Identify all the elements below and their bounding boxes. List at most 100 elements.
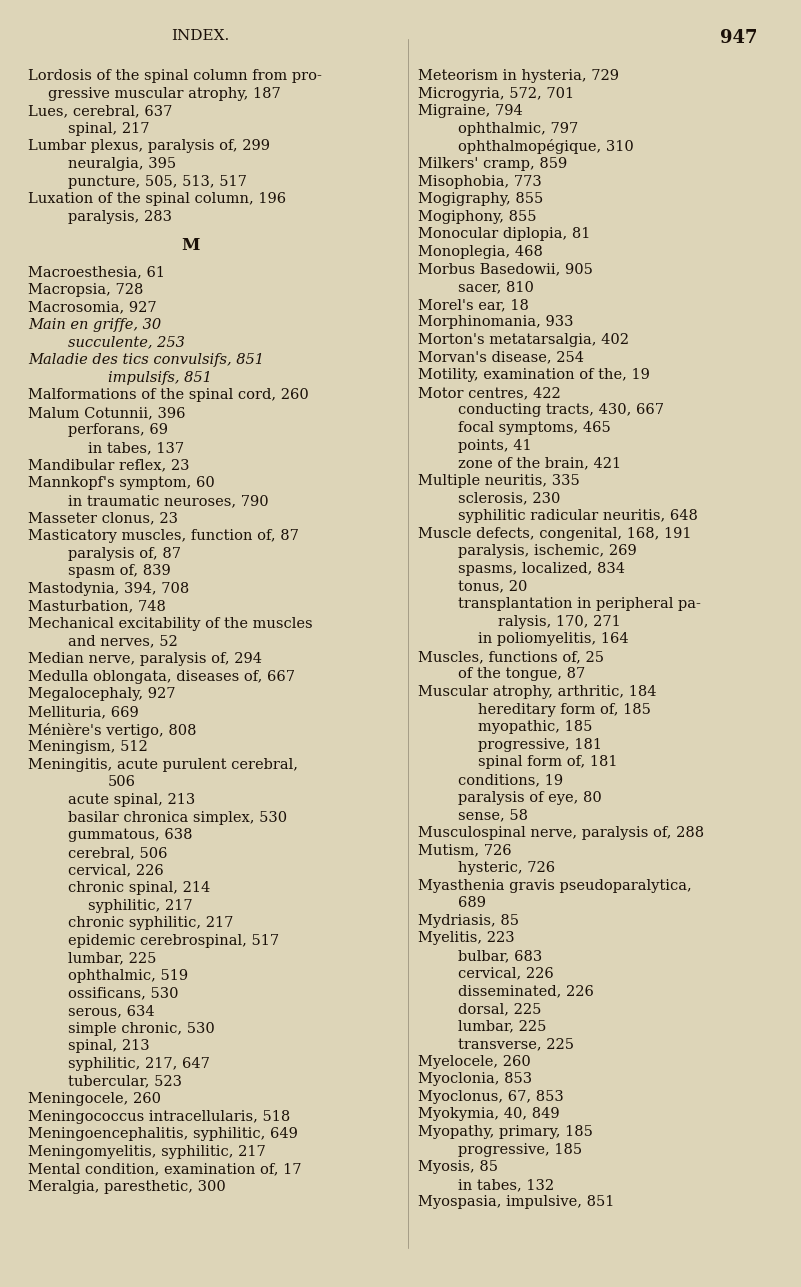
Text: 947: 947	[720, 30, 758, 48]
Text: gummatous, 638: gummatous, 638	[68, 829, 192, 842]
Text: Myasthenia gravis pseudoparalytica,: Myasthenia gravis pseudoparalytica,	[418, 879, 692, 893]
Text: lumbar, 225: lumbar, 225	[68, 951, 156, 965]
Text: Morvan's disease, 254: Morvan's disease, 254	[418, 350, 584, 364]
Text: Morbus Basedowii, 905: Morbus Basedowii, 905	[418, 263, 593, 277]
Text: Lordosis of the spinal column from pro-: Lordosis of the spinal column from pro-	[28, 69, 322, 82]
Text: Mannkopf's symptom, 60: Mannkopf's symptom, 60	[28, 476, 215, 490]
Text: syphilitic radicular neuritis, 648: syphilitic radicular neuritis, 648	[458, 508, 698, 523]
Text: M: M	[181, 237, 199, 255]
Text: Myelitis, 223: Myelitis, 223	[418, 932, 514, 946]
Text: Lumbar plexus, paralysis of, 299: Lumbar plexus, paralysis of, 299	[28, 139, 270, 153]
Text: basilar chronica simplex, 530: basilar chronica simplex, 530	[68, 811, 287, 825]
Text: gressive muscular atrophy, 187: gressive muscular atrophy, 187	[48, 86, 280, 100]
Text: myopathic, 185: myopathic, 185	[478, 721, 593, 734]
Text: puncture, 505, 513, 517: puncture, 505, 513, 517	[68, 175, 247, 189]
Text: Masticatory muscles, function of, 87: Masticatory muscles, function of, 87	[28, 529, 299, 543]
Text: Main en griffe, 30: Main en griffe, 30	[28, 318, 161, 332]
Text: epidemic cerebrospinal, 517: epidemic cerebrospinal, 517	[68, 934, 279, 947]
Text: tonus, 20: tonus, 20	[458, 579, 527, 593]
Text: ophthalmopégique, 310: ophthalmopégique, 310	[458, 139, 634, 154]
Text: perforans, 69: perforans, 69	[68, 423, 168, 438]
Text: in poliomyelitis, 164: in poliomyelitis, 164	[478, 632, 629, 646]
Text: Monoplegia, 468: Monoplegia, 468	[418, 245, 543, 259]
Text: Meningococcus intracellularis, 518: Meningococcus intracellularis, 518	[28, 1109, 290, 1124]
Text: syphilitic, 217, 647: syphilitic, 217, 647	[68, 1057, 210, 1071]
Text: impulsifs, 851: impulsifs, 851	[108, 371, 212, 385]
Text: points, 41: points, 41	[458, 439, 532, 453]
Text: Myopathy, primary, 185: Myopathy, primary, 185	[418, 1125, 593, 1139]
Text: Masturbation, 748: Masturbation, 748	[28, 600, 166, 614]
Text: 506: 506	[108, 775, 136, 789]
Text: sense, 58: sense, 58	[458, 808, 528, 822]
Text: bulbar, 683: bulbar, 683	[458, 949, 542, 963]
Text: disseminated, 226: disseminated, 226	[458, 985, 594, 999]
Text: Lues, cerebral, 637: Lues, cerebral, 637	[28, 104, 172, 118]
Text: Macroesthesia, 61: Macroesthesia, 61	[28, 265, 165, 279]
Text: Motility, examination of the, 19: Motility, examination of the, 19	[418, 368, 650, 382]
Text: paralysis, 283: paralysis, 283	[68, 210, 172, 224]
Text: hysteric, 726: hysteric, 726	[458, 861, 555, 875]
Text: succulente, 253: succulente, 253	[68, 336, 185, 349]
Text: Muscular atrophy, arthritic, 184: Muscular atrophy, arthritic, 184	[418, 685, 657, 699]
Text: Misophobia, 773: Misophobia, 773	[418, 175, 541, 189]
Text: spasm of, 839: spasm of, 839	[68, 564, 171, 578]
Text: in tabes, 137: in tabes, 137	[88, 441, 184, 456]
Text: Maladie des tics convulsifs, 851: Maladie des tics convulsifs, 851	[28, 353, 264, 367]
Text: cervical, 226: cervical, 226	[68, 864, 163, 878]
Text: Myelocele, 260: Myelocele, 260	[418, 1054, 531, 1068]
Text: spinal form of, 181: spinal form of, 181	[478, 755, 618, 770]
Text: transverse, 225: transverse, 225	[458, 1037, 574, 1051]
Text: Monocular diplopia, 81: Monocular diplopia, 81	[418, 228, 590, 242]
Text: Morphinomania, 933: Morphinomania, 933	[418, 315, 574, 329]
Text: Malum Cotunnii, 396: Malum Cotunnii, 396	[28, 405, 186, 420]
Text: ophthalmic, 797: ophthalmic, 797	[458, 122, 578, 136]
Text: in tabes, 132: in tabes, 132	[458, 1178, 554, 1192]
Text: Mechanical excitability of the muscles: Mechanical excitability of the muscles	[28, 616, 312, 631]
Text: paralysis of eye, 80: paralysis of eye, 80	[458, 790, 602, 804]
Text: Macrosomia, 927: Macrosomia, 927	[28, 300, 157, 314]
Text: Mastodynia, 394, 708: Mastodynia, 394, 708	[28, 582, 189, 596]
Text: of the tongue, 87: of the tongue, 87	[458, 668, 586, 681]
Text: paralysis of, 87: paralysis of, 87	[68, 547, 181, 561]
Text: spinal, 213: spinal, 213	[68, 1040, 150, 1053]
Text: transplantation in peripheral pa-: transplantation in peripheral pa-	[458, 597, 701, 611]
Text: Meningism, 512: Meningism, 512	[28, 740, 147, 754]
Text: syphilitic, 217: syphilitic, 217	[88, 898, 192, 912]
Text: Mandibular reflex, 23: Mandibular reflex, 23	[28, 458, 190, 472]
Text: lumbar, 225: lumbar, 225	[458, 1019, 546, 1033]
Text: Morel's ear, 18: Morel's ear, 18	[418, 297, 529, 311]
Text: Masseter clonus, 23: Masseter clonus, 23	[28, 511, 178, 525]
Text: paralysis, ischemic, 269: paralysis, ischemic, 269	[458, 544, 637, 559]
Text: dorsal, 225: dorsal, 225	[458, 1001, 541, 1015]
Text: Mogigraphy, 855: Mogigraphy, 855	[418, 192, 543, 206]
Text: Myospasia, impulsive, 851: Myospasia, impulsive, 851	[418, 1196, 614, 1210]
Text: Myoclonia, 853: Myoclonia, 853	[418, 1072, 532, 1086]
Text: Microgyria, 572, 701: Microgyria, 572, 701	[418, 86, 574, 100]
Text: Muscle defects, congenital, 168, 191: Muscle defects, congenital, 168, 191	[418, 526, 691, 541]
Text: conditions, 19: conditions, 19	[458, 773, 563, 786]
Text: INDEX.: INDEX.	[171, 30, 229, 42]
Text: Mellituria, 669: Mellituria, 669	[28, 705, 139, 719]
Text: ossificans, 530: ossificans, 530	[68, 987, 179, 1000]
Text: Luxation of the spinal column, 196: Luxation of the spinal column, 196	[28, 192, 286, 206]
Text: Medulla oblongata, diseases of, 667: Medulla oblongata, diseases of, 667	[28, 669, 295, 683]
Text: Musculospinal nerve, paralysis of, 288: Musculospinal nerve, paralysis of, 288	[418, 826, 704, 840]
Text: neuralgia, 395: neuralgia, 395	[68, 157, 176, 171]
Text: cervical, 226: cervical, 226	[458, 967, 553, 981]
Text: Ménière's vertigo, 808: Ménière's vertigo, 808	[28, 722, 196, 737]
Text: Migraine, 794: Migraine, 794	[418, 104, 523, 118]
Text: Mogiphony, 855: Mogiphony, 855	[418, 210, 537, 224]
Text: Meralgia, paresthetic, 300: Meralgia, paresthetic, 300	[28, 1180, 226, 1194]
Text: conducting tracts, 430, 667: conducting tracts, 430, 667	[458, 403, 664, 417]
Text: simple chronic, 530: simple chronic, 530	[68, 1022, 215, 1036]
Text: Meningoencephalitis, syphilitic, 649: Meningoencephalitis, syphilitic, 649	[28, 1127, 298, 1142]
Text: ralysis, 170, 271: ralysis, 170, 271	[498, 615, 621, 628]
Text: Meteorism in hysteria, 729: Meteorism in hysteria, 729	[418, 69, 619, 82]
Text: acute spinal, 213: acute spinal, 213	[68, 793, 195, 807]
Text: Muscles, functions of, 25: Muscles, functions of, 25	[418, 650, 604, 664]
Text: Meningocele, 260: Meningocele, 260	[28, 1093, 161, 1107]
Text: Median nerve, paralysis of, 294: Median nerve, paralysis of, 294	[28, 653, 262, 667]
Text: Multiple neuritis, 335: Multiple neuritis, 335	[418, 474, 580, 488]
Text: ophthalmic, 519: ophthalmic, 519	[68, 969, 188, 983]
Text: progressive, 185: progressive, 185	[458, 1143, 582, 1157]
